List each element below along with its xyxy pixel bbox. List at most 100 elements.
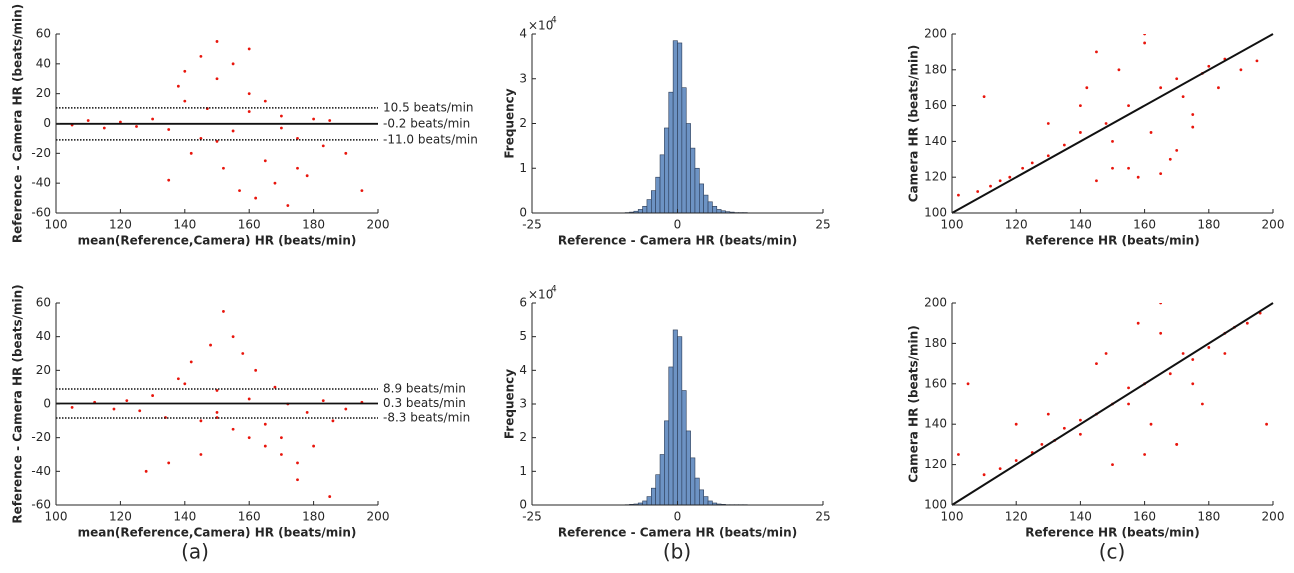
x-tick-label: 180 xyxy=(302,218,325,232)
point xyxy=(138,409,142,413)
x-tick-label: 120 xyxy=(1005,218,1028,232)
reference-label: -8.3 beats/min xyxy=(383,410,470,424)
y-tick-label: 160 xyxy=(924,98,947,112)
point xyxy=(222,166,225,170)
panel: 100 120 140 160 180 200 100 120 140 160 180 200 Refe… xyxy=(907,296,1285,540)
bar xyxy=(707,201,713,213)
y-tick-label: 100 xyxy=(924,206,947,220)
point xyxy=(976,190,980,193)
point xyxy=(1095,362,1098,365)
point xyxy=(1168,157,1172,161)
point xyxy=(296,166,299,170)
point xyxy=(1245,321,1249,325)
plot-area xyxy=(70,310,364,498)
x-tick-label: 120 xyxy=(1005,510,1028,524)
point xyxy=(1117,68,1121,72)
point xyxy=(263,444,267,448)
x-tick-label: 200 xyxy=(1262,218,1285,232)
bar xyxy=(651,190,656,213)
x-axis-label: mean(Reference,Camera) HR (beats/min) xyxy=(78,234,357,248)
point xyxy=(1159,86,1163,90)
point xyxy=(1143,34,1146,36)
point xyxy=(1175,148,1179,152)
x-tick-label: 180 xyxy=(1197,510,1220,524)
point xyxy=(231,335,235,339)
y-tick-label: 100 xyxy=(924,498,947,512)
bar xyxy=(646,199,652,213)
point xyxy=(998,467,1002,471)
y-tick-label: 2 xyxy=(519,430,527,444)
point xyxy=(215,411,219,414)
x-axis-label: mean(Reference,Camera) HR (beats/min) xyxy=(78,526,357,540)
point xyxy=(1265,422,1268,426)
x-tick-label: 25 xyxy=(815,218,830,232)
point xyxy=(286,204,290,207)
point xyxy=(144,469,148,473)
x-tick-label: 120 xyxy=(109,510,132,524)
point xyxy=(966,382,970,386)
point xyxy=(1021,166,1025,170)
y-axis-label: Reference - Camera HR (beats/min) xyxy=(11,4,25,243)
point xyxy=(167,128,171,131)
x-axis-label: Reference HR (beats/min) xyxy=(1025,526,1199,540)
identity-line xyxy=(951,33,1274,214)
point xyxy=(982,473,986,477)
point xyxy=(1136,321,1140,325)
x-tick-label: 140 xyxy=(173,218,196,232)
point xyxy=(1111,140,1114,143)
x-tick-label: 160 xyxy=(1133,218,1156,232)
x-tick-label: 140 xyxy=(1069,218,1092,232)
x-tick-label: 140 xyxy=(173,510,196,524)
point xyxy=(321,144,325,148)
y-tick-label: 20 xyxy=(36,363,51,377)
bar xyxy=(672,329,678,505)
y-tick-label: 200 xyxy=(924,296,947,310)
bar xyxy=(646,496,652,505)
point xyxy=(1207,64,1211,68)
y-tick-label: 20 xyxy=(36,86,51,100)
point xyxy=(305,411,309,414)
point xyxy=(199,54,203,58)
plot-area xyxy=(70,40,364,207)
y-tick-label: 60 xyxy=(36,296,51,310)
point xyxy=(176,377,180,381)
y-axis-label: Frequency xyxy=(503,88,517,158)
y-tick-label: 0 xyxy=(43,116,51,130)
y-tick-label: 200 xyxy=(924,27,947,41)
point xyxy=(1079,432,1082,436)
point xyxy=(331,419,335,423)
bar xyxy=(694,477,700,505)
y-tick-label: 120 xyxy=(924,170,947,184)
point xyxy=(1127,104,1130,107)
point xyxy=(215,40,219,43)
point xyxy=(1175,443,1179,446)
y-axis-label: Reference - Camera HR (beats/min) xyxy=(11,284,25,523)
point xyxy=(1111,463,1114,466)
point xyxy=(1136,175,1140,179)
bar xyxy=(690,147,696,213)
x-tick-label: 100 xyxy=(45,218,68,232)
plot-area xyxy=(624,40,748,213)
point xyxy=(1040,443,1044,446)
point xyxy=(312,444,315,448)
y-multiplier-exponent: 4 xyxy=(551,16,557,26)
point xyxy=(112,407,116,411)
point xyxy=(1127,402,1130,406)
reference-label: -11.0 beats/min xyxy=(383,132,478,146)
y-tick-label: 3 xyxy=(519,71,527,85)
y-axis-label: Camera HR (beats/min) xyxy=(907,45,921,202)
point xyxy=(1014,422,1018,426)
point xyxy=(1168,372,1172,376)
bar xyxy=(668,366,674,505)
bar xyxy=(694,167,700,213)
point xyxy=(1046,412,1050,416)
point xyxy=(102,126,106,130)
y-tick-label: -60 xyxy=(31,206,51,220)
y-tick-label: 180 xyxy=(924,62,947,76)
point xyxy=(247,110,251,113)
bar xyxy=(716,209,722,213)
point xyxy=(989,184,992,188)
point xyxy=(1095,50,1098,54)
point xyxy=(1217,86,1220,90)
